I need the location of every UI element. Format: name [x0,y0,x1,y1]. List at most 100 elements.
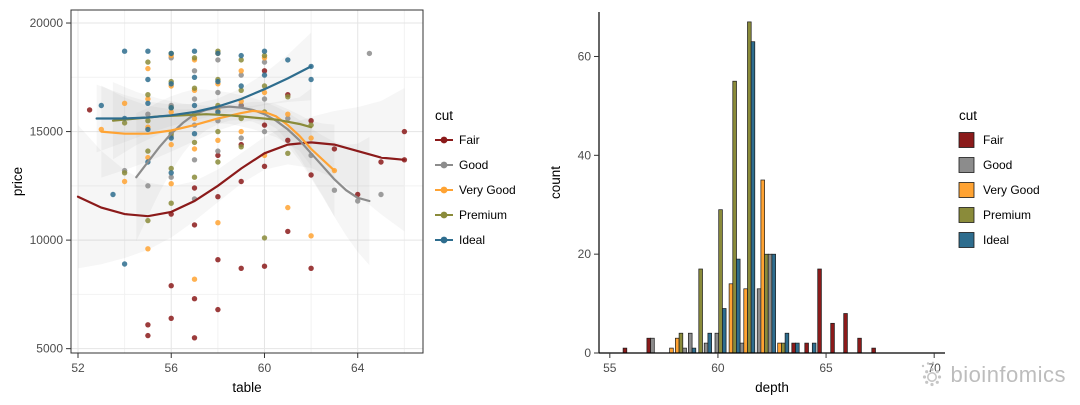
data-point [261,128,268,135]
y-tick-label: 5000 [36,342,63,356]
data-point [168,141,174,148]
legend-item-ideal: Ideal [958,232,1009,248]
histogram-bar-fair [843,313,848,354]
histogram-bar-good [650,337,655,354]
legend-item-premium: Premium [958,207,1031,223]
data-point [261,89,268,96]
histogram-bar-good [703,342,709,354]
histogram-bar-fair [871,347,876,354]
legend-label: Ideal [459,233,485,247]
data-point [215,159,221,165]
legend-key-swatch [958,132,975,148]
histogram-bar-ideal [784,332,790,354]
legend-key-swatch [958,207,975,223]
data-point [145,322,151,328]
data-point [308,233,314,239]
data-point [121,48,128,54]
grouped-histogram-chart: 55 60 65 70 0 20 40 60 depth count cut Fair Good Very… [548,12,1040,395]
legend-key-point [440,236,448,244]
data-point [261,163,268,169]
histogram-bar-very-good [675,337,680,354]
data-point [215,50,221,57]
data-point [238,144,244,150]
data-point [191,157,198,163]
data-point [238,68,244,74]
data-point [285,204,291,211]
data-point [191,48,198,54]
data-point [261,48,268,54]
data-point [191,55,198,61]
smooth-line-fair [76,141,406,218]
data-point [168,174,174,180]
data-point [168,109,174,115]
data-point [145,118,151,124]
smooth-line-very-good [100,109,336,172]
data-point [238,135,244,141]
data-point [191,276,198,282]
data-point [145,217,151,224]
x-tick-label: 65 [819,361,833,375]
data-point [168,50,174,57]
legend-label: Very Good [983,183,1040,197]
confidence-band-ideal [96,32,312,153]
data-point [261,122,268,128]
histogram-bar-very-good [760,179,765,354]
data-point [121,170,128,176]
data-point [215,257,221,263]
data-point [285,228,291,235]
data-point [308,118,314,124]
x-tick-label: 60 [258,361,272,375]
histogram-bar-fair [646,337,651,354]
histogram-bar-good [688,332,693,354]
histogram-bar-good [739,342,745,354]
data-point [191,131,198,137]
legend-label: Premium [459,208,507,222]
data-point [238,87,244,94]
data-point [168,170,174,176]
legend-key-point [440,211,448,219]
data-point [238,128,244,135]
histogram-bar-fair [622,347,628,354]
legend-key-point [440,136,448,144]
data-point [145,76,151,83]
data-point [401,128,408,135]
legend: cut Fair Good Very Good Premium Ideal [958,108,1040,248]
histogram-bar-premium [732,80,737,354]
data-point [145,59,151,65]
y-tick-label: 10000 [30,233,64,247]
histogram-bar-fair [804,342,809,354]
data-point [121,178,128,185]
legend: cut Fair Good Very Good Premium Ideal [435,108,516,247]
data-point [191,185,198,191]
histogram-bar-premium [781,342,786,354]
data-point [215,194,221,200]
data-point [308,172,314,178]
data-point [308,265,314,271]
smooth-line-ideal [95,65,313,120]
legend-label: Fair [983,133,1004,147]
legend-label: Ideal [983,233,1009,247]
data-point [98,102,105,109]
data-point [191,174,198,180]
y-tick-label: 60 [578,49,592,63]
data-point [215,137,221,143]
histogram-bar-good [756,288,762,354]
legend-key-swatch [958,232,975,248]
data-point [378,191,384,198]
data-point [285,115,291,122]
x-tick-label: 56 [165,361,179,375]
data-point [215,128,221,135]
histogram-bar-ideal [771,253,776,354]
histogram-bar-fair [791,342,796,354]
panel-border [70,9,424,354]
data-point [110,191,116,198]
data-point [145,126,151,133]
legend-label: Very Good [459,183,516,197]
data-point [261,96,268,102]
points-premium [121,48,314,241]
data-point [378,159,384,165]
data-point [191,102,198,109]
data-point [285,111,291,117]
data-point [355,198,361,204]
